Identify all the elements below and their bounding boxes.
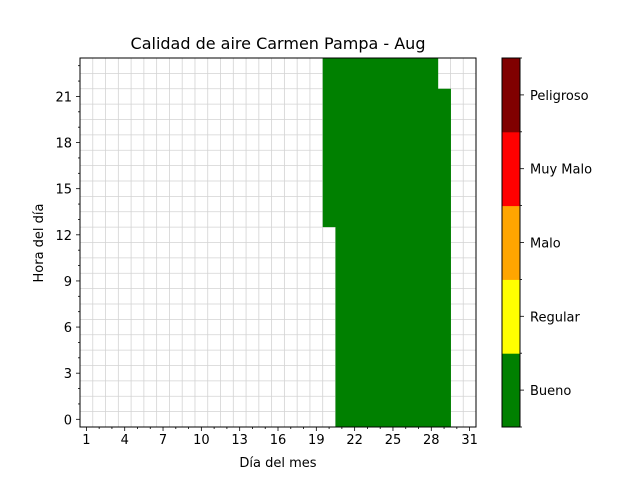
y-tick-label: 15: [55, 183, 72, 198]
colorbar-frame: [501, 57, 521, 428]
chart-title: Calidad de aire Carmen Pampa - Aug: [131, 34, 426, 53]
heatmap-cell-day-29: [437, 88, 451, 427]
x-tick-label: 7: [159, 433, 167, 448]
colorbar-segment-peligroso: [502, 58, 520, 133]
colorbar-label: Muy Malo: [530, 163, 592, 178]
heatmap-cell-day-22: [348, 58, 362, 427]
colorbar-segment-malo: [502, 205, 520, 280]
heatmap-cell-day-24: [373, 58, 388, 427]
x-tick-label: 13: [231, 433, 248, 448]
x-tick-label: 16: [270, 433, 287, 448]
heatmap-cell-day-28: [424, 58, 439, 427]
colorbar-segment-bueno: [502, 353, 520, 428]
axis-ticks: 1 4 7 10 13 16 19 22 25 28 31 0 3 6 9 12 15 18 21: [55, 65, 478, 448]
y-tick-label: 9: [64, 275, 72, 290]
colorbar-label: Regular: [530, 310, 581, 325]
x-tick-label: 1: [82, 433, 90, 448]
y-tick-label: 21: [55, 90, 72, 105]
heatmap-cell-day-21: [335, 58, 349, 427]
x-tick-label: 25: [385, 433, 402, 448]
heatmap-cell-day-25: [386, 58, 400, 427]
x-tick-label: 19: [308, 433, 325, 448]
heatmap-cell-day-27: [412, 58, 426, 427]
heatmap-cell-day-20: [322, 58, 336, 228]
colorbar: Bueno Regular Malo Muy Malo Peligroso: [501, 57, 592, 428]
x-axis-label: Día del mes: [239, 456, 316, 471]
x-tick-label: 31: [461, 433, 478, 448]
x-tick-label: 22: [346, 433, 363, 448]
colorbar-label: Bueno: [530, 384, 571, 399]
x-tick-label: 28: [423, 433, 440, 448]
y-axis-label: Hora del día: [32, 204, 47, 283]
y-tick-label: 0: [64, 413, 72, 428]
heatmap-cell-day-23: [361, 58, 375, 427]
y-tick-label: 18: [55, 137, 72, 152]
heatmap-cells: [322, 58, 451, 427]
x-tick-label: 4: [121, 433, 129, 448]
heatmap-cell-day-26: [399, 58, 413, 427]
y-tick-label: 3: [64, 367, 72, 382]
colorbar-segment-regular: [502, 279, 520, 354]
y-tick-label: 12: [55, 229, 72, 244]
x-tick-label: 10: [193, 433, 210, 448]
colorbar-label: Peligroso: [530, 89, 589, 104]
y-tick-label: 6: [64, 321, 72, 336]
colorbar-label: Malo: [530, 237, 561, 252]
colorbar-segment-muy-malo: [502, 131, 520, 207]
